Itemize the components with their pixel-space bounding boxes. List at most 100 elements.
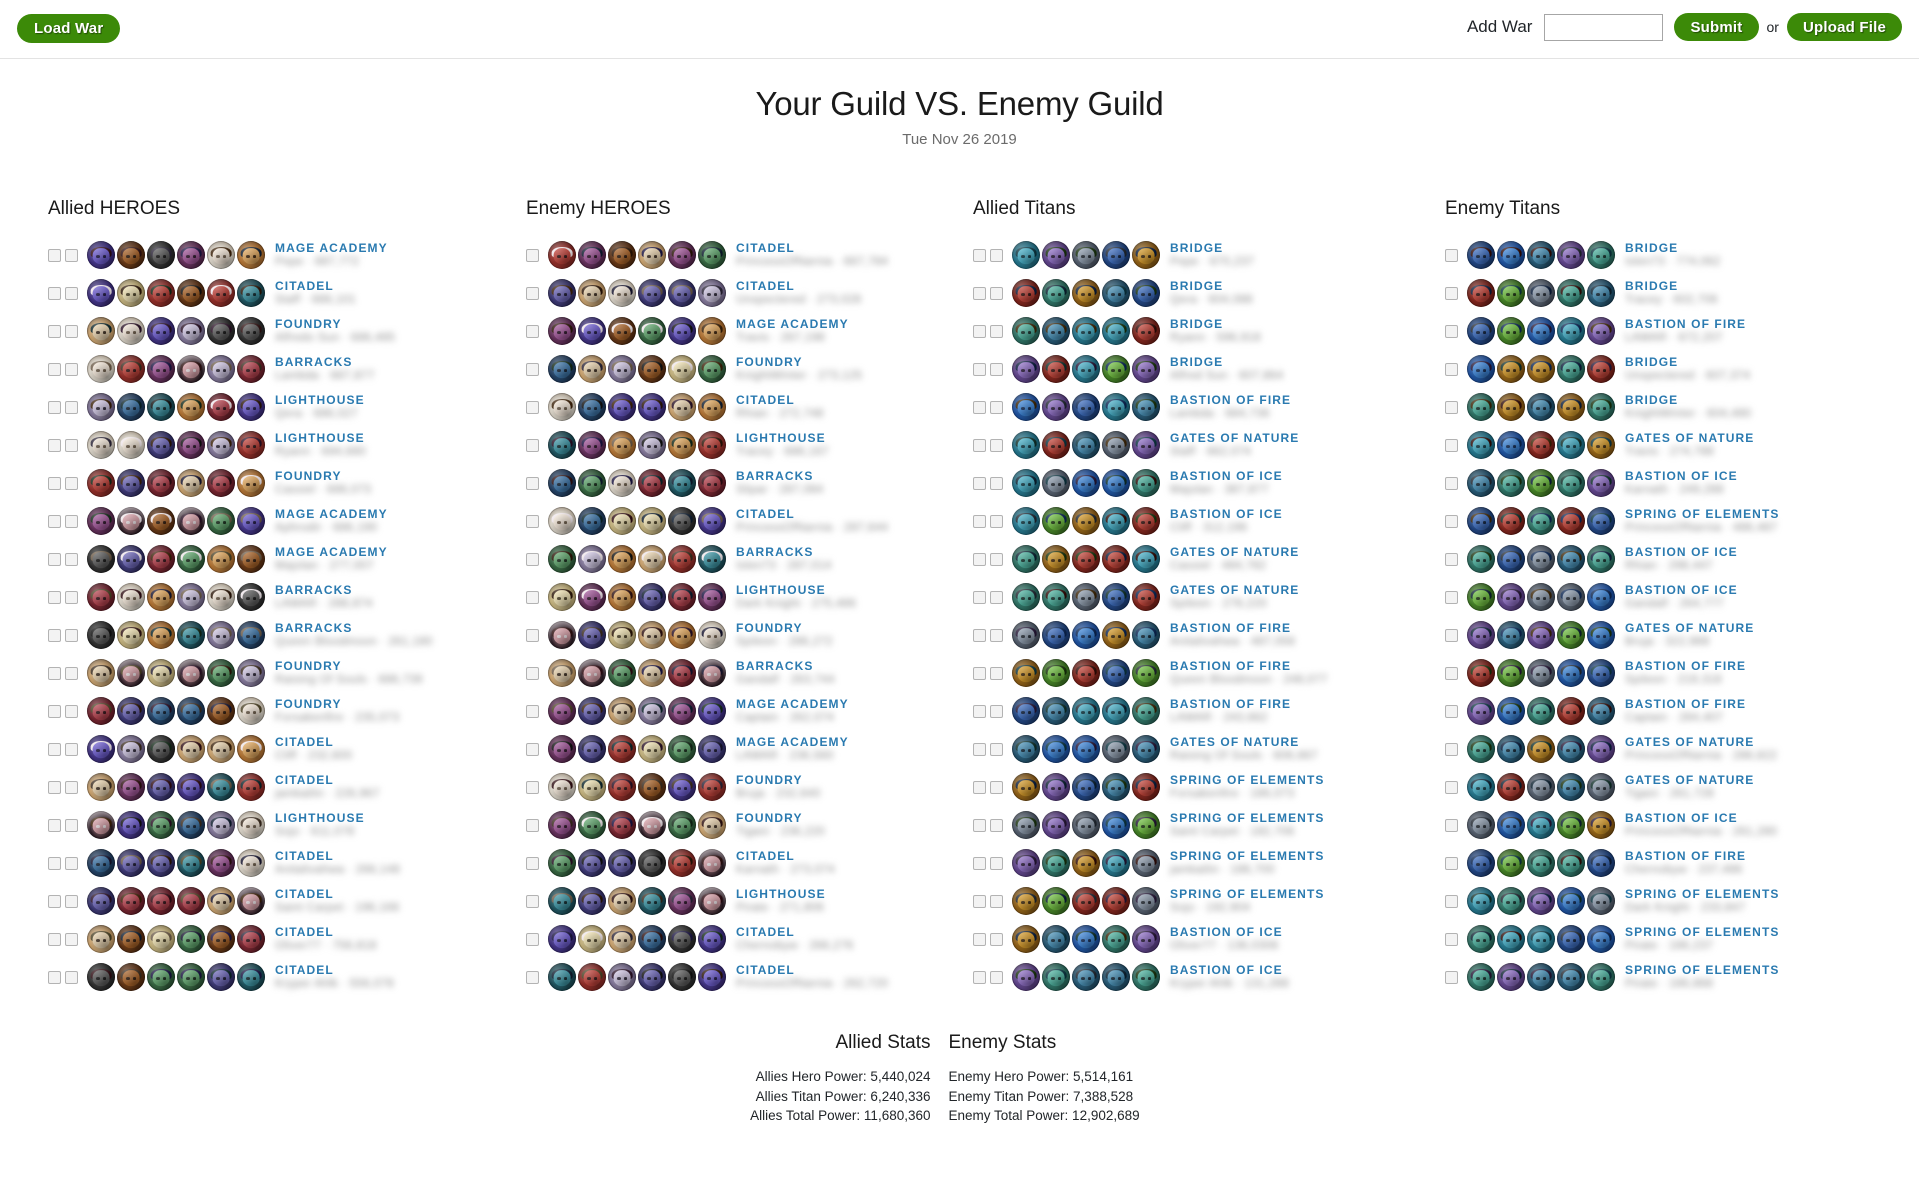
unit-avatar-icon[interactable] bbox=[1557, 621, 1585, 649]
unit-avatar-icon[interactable] bbox=[87, 697, 115, 725]
unit-avatar-icon[interactable] bbox=[1042, 545, 1070, 573]
row-checkbox-primary[interactable] bbox=[1445, 552, 1458, 566]
building-label[interactable]: FOUNDRY bbox=[736, 810, 803, 825]
building-label[interactable]: GATES OF NATURE bbox=[1170, 430, 1300, 445]
unit-avatar-icon[interactable] bbox=[608, 393, 636, 421]
unit-avatar-icon[interactable] bbox=[608, 241, 636, 269]
unit-avatar-icon[interactable] bbox=[1012, 241, 1040, 269]
row-checkbox-secondary[interactable] bbox=[65, 248, 78, 262]
unit-avatar-icon[interactable] bbox=[1587, 963, 1615, 991]
unit-avatar-icon[interactable] bbox=[638, 773, 666, 801]
unit-avatar-icon[interactable] bbox=[638, 659, 666, 687]
unit-avatar-icon[interactable] bbox=[638, 621, 666, 649]
row-checkbox-secondary[interactable] bbox=[990, 856, 1003, 870]
unit-avatar-icon[interactable] bbox=[1497, 735, 1525, 763]
row-checkbox-secondary[interactable] bbox=[65, 856, 78, 870]
unit-avatar-icon[interactable] bbox=[237, 545, 265, 573]
unit-avatar-icon[interactable] bbox=[207, 279, 235, 307]
unit-avatar-icon[interactable] bbox=[207, 735, 235, 763]
building-label[interactable]: BARRACKS bbox=[275, 354, 353, 369]
unit-avatar-icon[interactable] bbox=[117, 393, 145, 421]
unit-avatar-icon[interactable] bbox=[147, 431, 175, 459]
unit-avatar-icon[interactable] bbox=[1042, 735, 1070, 763]
unit-avatar-icon[interactable] bbox=[578, 697, 606, 725]
unit-avatar-icon[interactable] bbox=[1132, 773, 1160, 801]
unit-avatar-icon[interactable] bbox=[1102, 925, 1130, 953]
unit-avatar-icon[interactable] bbox=[1042, 393, 1070, 421]
row-checkbox-secondary[interactable] bbox=[65, 932, 78, 946]
row-checkbox-primary[interactable] bbox=[526, 476, 539, 490]
unit-avatar-icon[interactable] bbox=[147, 887, 175, 915]
unit-avatar-icon[interactable] bbox=[87, 925, 115, 953]
unit-avatar-icon[interactable] bbox=[578, 317, 606, 345]
row-checkbox-primary[interactable] bbox=[1445, 400, 1458, 414]
building-label[interactable]: BASTION OF FIRE bbox=[1170, 696, 1292, 711]
unit-avatar-icon[interactable] bbox=[578, 811, 606, 839]
unit-avatar-icon[interactable] bbox=[237, 431, 265, 459]
building-label[interactable]: BASTION OF ICE bbox=[1625, 582, 1738, 597]
unit-avatar-icon[interactable] bbox=[608, 431, 636, 459]
unit-avatar-icon[interactable] bbox=[1587, 545, 1615, 573]
unit-avatar-icon[interactable] bbox=[1012, 963, 1040, 991]
unit-avatar-icon[interactable] bbox=[177, 659, 205, 687]
unit-avatar-icon[interactable] bbox=[1527, 317, 1555, 345]
unit-avatar-icon[interactable] bbox=[1557, 279, 1585, 307]
building-label[interactable]: LIGHTHOUSE bbox=[275, 392, 365, 407]
row-checkbox-secondary[interactable] bbox=[65, 970, 78, 984]
building-label[interactable]: BRIDGE bbox=[1170, 316, 1224, 331]
unit-avatar-icon[interactable] bbox=[698, 545, 726, 573]
unit-avatar-icon[interactable] bbox=[1497, 963, 1525, 991]
building-label[interactable]: CITADEL bbox=[275, 734, 334, 749]
unit-avatar-icon[interactable] bbox=[117, 355, 145, 383]
unit-avatar-icon[interactable] bbox=[237, 469, 265, 497]
unit-avatar-icon[interactable] bbox=[147, 963, 175, 991]
unit-avatar-icon[interactable] bbox=[1497, 545, 1525, 573]
row-checkbox-secondary[interactable] bbox=[65, 552, 78, 566]
unit-avatar-icon[interactable] bbox=[237, 697, 265, 725]
unit-avatar-icon[interactable] bbox=[1132, 621, 1160, 649]
unit-avatar-icon[interactable] bbox=[1042, 811, 1070, 839]
unit-avatar-icon[interactable] bbox=[548, 773, 576, 801]
unit-avatar-icon[interactable] bbox=[608, 279, 636, 307]
building-label[interactable]: BASTION OF FIRE bbox=[1170, 392, 1292, 407]
row-checkbox-secondary[interactable] bbox=[990, 286, 1003, 300]
unit-avatar-icon[interactable] bbox=[1102, 735, 1130, 763]
unit-avatar-icon[interactable] bbox=[548, 241, 576, 269]
unit-avatar-icon[interactable] bbox=[177, 621, 205, 649]
row-checkbox-secondary[interactable] bbox=[65, 286, 78, 300]
unit-avatar-icon[interactable] bbox=[1102, 773, 1130, 801]
unit-avatar-icon[interactable] bbox=[578, 545, 606, 573]
unit-avatar-icon[interactable] bbox=[1587, 735, 1615, 763]
row-checkbox-primary[interactable] bbox=[973, 932, 986, 946]
row-checkbox-primary[interactable] bbox=[973, 362, 986, 376]
unit-avatar-icon[interactable] bbox=[1132, 431, 1160, 459]
unit-avatar-icon[interactable] bbox=[1132, 469, 1160, 497]
building-label[interactable]: FOUNDRY bbox=[275, 696, 342, 711]
row-checkbox-secondary[interactable] bbox=[65, 324, 78, 338]
unit-avatar-icon[interactable] bbox=[1012, 469, 1040, 497]
unit-avatar-icon[interactable] bbox=[638, 887, 666, 915]
row-checkbox-secondary[interactable] bbox=[990, 362, 1003, 376]
unit-avatar-icon[interactable] bbox=[698, 469, 726, 497]
unit-avatar-icon[interactable] bbox=[1557, 583, 1585, 611]
unit-avatar-icon[interactable] bbox=[1042, 963, 1070, 991]
unit-avatar-icon[interactable] bbox=[1072, 963, 1100, 991]
unit-avatar-icon[interactable] bbox=[578, 279, 606, 307]
unit-avatar-icon[interactable] bbox=[207, 583, 235, 611]
unit-avatar-icon[interactable] bbox=[1072, 469, 1100, 497]
building-label[interactable]: GATES OF NATURE bbox=[1625, 430, 1755, 445]
row-checkbox-secondary[interactable] bbox=[65, 666, 78, 680]
row-checkbox-secondary[interactable] bbox=[990, 780, 1003, 794]
unit-avatar-icon[interactable] bbox=[1132, 317, 1160, 345]
building-label[interactable]: CITADEL bbox=[736, 240, 795, 255]
unit-avatar-icon[interactable] bbox=[548, 735, 576, 763]
unit-avatar-icon[interactable] bbox=[207, 393, 235, 421]
unit-avatar-icon[interactable] bbox=[1012, 849, 1040, 877]
building-label[interactable]: BASTION OF ICE bbox=[1625, 544, 1738, 559]
row-checkbox-primary[interactable] bbox=[526, 818, 539, 832]
row-checkbox-primary[interactable] bbox=[1445, 514, 1458, 528]
unit-avatar-icon[interactable] bbox=[1012, 659, 1040, 687]
unit-avatar-icon[interactable] bbox=[668, 317, 696, 345]
unit-avatar-icon[interactable] bbox=[578, 583, 606, 611]
unit-avatar-icon[interactable] bbox=[548, 317, 576, 345]
